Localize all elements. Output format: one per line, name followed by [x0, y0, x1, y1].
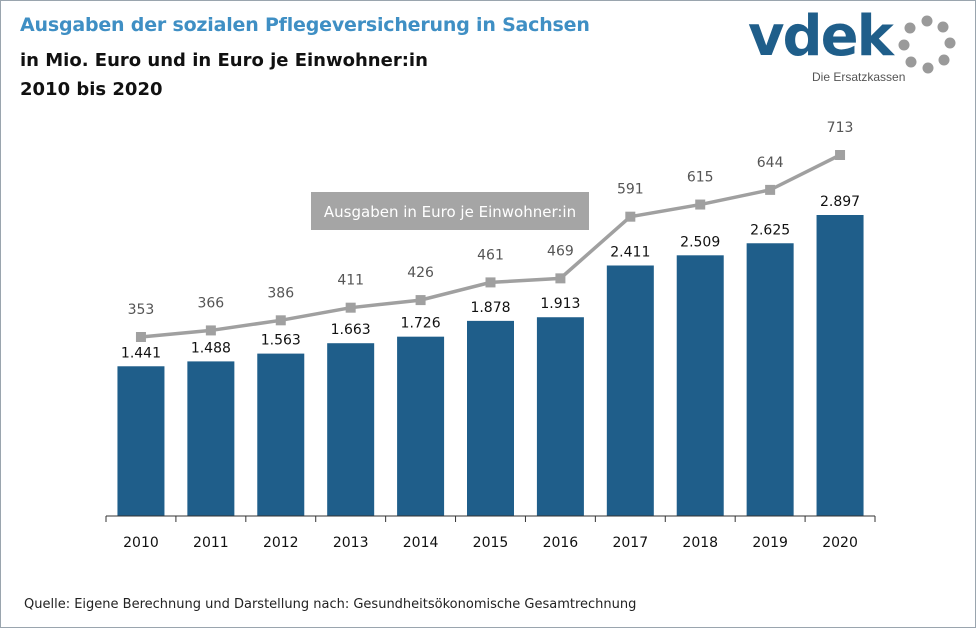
bar-series: 1.441 1.488 1.563 1.663 1.726 1.878 1.913 2.411… — [117, 194, 864, 517]
bar-value-label: 1.878 — [470, 300, 510, 316]
line-marker-2016 — [555, 273, 566, 284]
bar-value-label: 1.913 — [540, 296, 580, 312]
subtitle-units: in Mio. Euro und in Euro je Einwohner:in — [20, 50, 428, 71]
line-marker-2015 — [485, 277, 496, 288]
bar-value-label: 2.625 — [750, 222, 790, 238]
bar-value-label: 1.488 — [191, 340, 231, 356]
bar-2018 — [676, 255, 724, 517]
logo-ring-icon — [898, 15, 956, 74]
bar-value-label: 1.563 — [261, 333, 301, 349]
x-tick-label: 2012 — [263, 535, 299, 551]
line-value-label: 469 — [547, 243, 574, 259]
x-tick-label: 2013 — [333, 535, 369, 551]
source-note: Quelle: Eigene Berechnung und Darstellun… — [24, 597, 637, 612]
line-marker-2011 — [205, 325, 216, 336]
bar-2019 — [746, 243, 794, 516]
bar-value-label: 1.663 — [331, 322, 371, 338]
bar-2014 — [397, 336, 445, 516]
bar-value-label: 1.441 — [121, 345, 161, 361]
line-value-label: 353 — [128, 302, 155, 318]
line-marker-2010 — [135, 332, 146, 342]
x-tick-label: 2018 — [682, 535, 718, 551]
x-axis: 2010 2011 2012 2013 2014 2015 2016 2017 2018 2019… — [105, 515, 876, 551]
line-value-label: 615 — [687, 170, 714, 186]
line-marker-2019 — [765, 184, 776, 195]
x-tick-label: 2020 — [822, 535, 858, 551]
bar-2016 — [536, 317, 584, 516]
bar-2012 — [257, 353, 305, 516]
bar-value-label: 2.411 — [610, 244, 650, 260]
line-marker-2020 — [835, 150, 846, 160]
bar-2017 — [606, 265, 654, 516]
line-value-label: 411 — [337, 273, 364, 289]
line-marker-2018 — [695, 199, 706, 210]
line-value-label: 461 — [477, 247, 504, 263]
line-series: 353 366 386 411 426 461 469 591 615 644 713 — [128, 120, 854, 342]
legend: Ausgaben in Euro je Einwohner:in — [311, 192, 589, 230]
x-tick-label: 2016 — [543, 535, 579, 551]
bar-value-label: 2.509 — [680, 234, 720, 250]
line-value-label: 713 — [827, 120, 854, 136]
bar-2010 — [117, 366, 165, 516]
chart-title: Ausgaben der sozialen Pflegeversicherung… — [20, 14, 590, 36]
x-tick-label: 2017 — [612, 535, 648, 551]
line-marker-2017 — [625, 211, 636, 222]
bar-2015 — [467, 320, 514, 516]
x-tick-label: 2011 — [193, 535, 229, 551]
bar-2020 — [816, 215, 864, 516]
bar-value-label: 2.897 — [820, 194, 860, 210]
logo-wordmark: vdek — [748, 4, 894, 69]
x-tick-label: 2015 — [473, 535, 509, 551]
bar-value-label: 1.726 — [401, 316, 441, 332]
line-marker-2014 — [415, 295, 426, 306]
line-value-label: 591 — [617, 182, 644, 198]
line-value-label: 644 — [757, 155, 784, 171]
vdek-logo: vdek Die Ersatzkassen — [748, 4, 968, 88]
bar-2013 — [327, 343, 375, 516]
chart-subtitle: in Mio. Euro und in Euro je Einwohner:in… — [20, 46, 428, 104]
subtitle-period: 2010 bis 2020 — [20, 79, 163, 100]
logo-tagline: Die Ersatzkassen — [812, 70, 906, 84]
legend-label: Ausgaben in Euro je Einwohner:in — [324, 203, 576, 221]
x-tick-label: 2019 — [752, 535, 788, 551]
line-value-label: 426 — [407, 265, 434, 281]
x-tick-label: 2014 — [403, 535, 439, 551]
line-value-label: 386 — [267, 285, 294, 301]
line-marker-2013 — [345, 302, 356, 313]
legend-box — [311, 192, 589, 230]
bar-2011 — [187, 361, 235, 516]
x-tick-label: 2010 — [123, 535, 159, 551]
line-value-label: 366 — [197, 295, 224, 311]
line-marker-2012 — [275, 315, 286, 326]
